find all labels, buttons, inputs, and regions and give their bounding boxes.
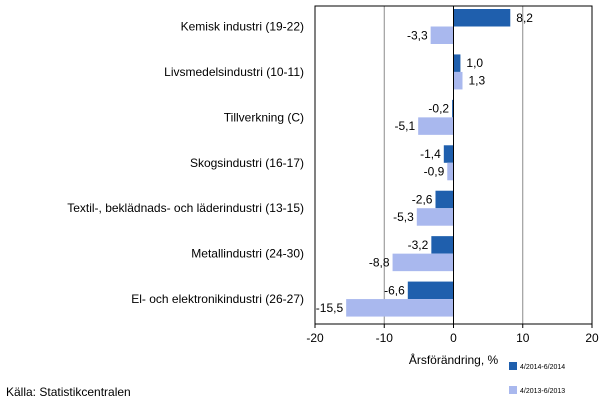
data-label: -5,3 <box>393 210 414 224</box>
x-tick-label: -10 <box>376 331 394 345</box>
data-label: -1,4 <box>420 147 441 161</box>
bar <box>392 253 454 272</box>
x-tick-label: 10 <box>516 331 530 345</box>
category-label: Metallindustri (24-30) <box>191 247 304 261</box>
legend-label: 4/2014-6/2014 <box>520 364 565 371</box>
data-label: 8,2 <box>516 11 533 25</box>
bar <box>452 99 454 118</box>
data-label: -3,2 <box>408 238 429 252</box>
x-tick-label: -20 <box>306 331 324 345</box>
category-label: El- och elektronikindustri (26-27) <box>131 292 304 306</box>
legend-swatch <box>509 386 517 394</box>
bar <box>453 9 511 27</box>
data-label: -5,1 <box>394 119 415 133</box>
bar <box>431 236 454 254</box>
bar <box>430 26 454 44</box>
bar <box>346 299 454 317</box>
category-label: Textil-, beklädnads- och läderindustri (… <box>67 201 304 215</box>
data-label: 1,0 <box>466 56 483 70</box>
data-label: 1,3 <box>469 74 486 88</box>
bar <box>435 190 454 209</box>
category-label: Skogsindustri (16-17) <box>190 156 304 170</box>
source-note: Källa: Statistikcentralen <box>6 385 131 399</box>
legend-label: 4/2013-6/2013 <box>520 388 565 395</box>
category-label: Tillverkning (C) <box>224 110 304 124</box>
x-tick-label: 0 <box>450 331 457 345</box>
category-label: Livsmedelsindustri (10-11) <box>164 65 304 79</box>
bar <box>416 208 454 226</box>
bar <box>407 281 454 300</box>
bar <box>453 71 463 90</box>
x-tick-label: 20 <box>585 331 599 345</box>
bar <box>418 117 454 135</box>
bar <box>443 145 454 163</box>
category-label: Kemisk industri (19-22) <box>181 20 304 34</box>
data-label: -6,6 <box>384 283 405 297</box>
data-label: -2,6 <box>412 192 433 206</box>
data-label: -0,2 <box>428 102 449 116</box>
x-axis-title: Årsförändring, % <box>409 352 499 367</box>
data-label: -0,9 <box>424 165 445 179</box>
legend-swatch <box>509 362 517 370</box>
data-label: -8,8 <box>369 255 390 269</box>
data-label: -3,3 <box>407 28 428 42</box>
bar <box>447 162 454 181</box>
data-label: -15,5 <box>316 301 344 315</box>
bar <box>453 54 461 72</box>
